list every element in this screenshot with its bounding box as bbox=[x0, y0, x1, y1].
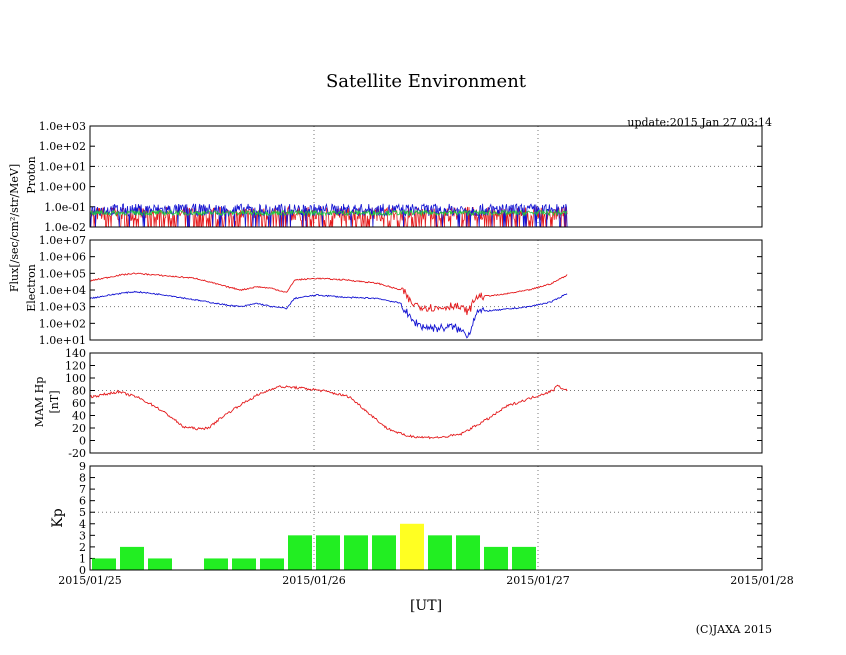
kp-tick-label: 0 bbox=[79, 564, 86, 577]
kp-bar bbox=[148, 558, 172, 570]
flux-y-label: Flux[/sec/cm²/str/MeV] bbox=[8, 164, 21, 292]
kp-tick-label: 3 bbox=[79, 529, 86, 542]
proton-tick-label: 1.0e-01 bbox=[44, 201, 86, 214]
kp-tick-label: 4 bbox=[79, 518, 86, 531]
electron-series-red bbox=[89, 272, 568, 316]
chart-title: Satellite Environment bbox=[326, 71, 527, 92]
mam_hp-tick-label: 40 bbox=[72, 410, 86, 423]
mam_hp-tick-label: 120 bbox=[65, 360, 86, 373]
kp-bar bbox=[288, 535, 312, 570]
kp-tick-label: 1 bbox=[79, 552, 86, 565]
update-timestamp: update:2015 Jan 27 03:14 bbox=[627, 116, 772, 129]
proton-frame bbox=[89, 125, 763, 228]
proton-y-label: Proton bbox=[25, 156, 38, 193]
x-tick-label: 2015/01/27 bbox=[506, 574, 569, 587]
mam_hp-tick-label: -20 bbox=[68, 447, 86, 460]
mam_hp-tick-label: 100 bbox=[65, 372, 86, 385]
mam_hp-tick-label: 140 bbox=[65, 347, 86, 360]
kp-frame bbox=[89, 465, 763, 571]
x-tick-label: 2015/01/25 bbox=[58, 574, 121, 587]
mamhp-unit-label: [nT] bbox=[48, 390, 61, 413]
proton-tick-label: 1.0e+00 bbox=[39, 181, 86, 194]
kp-bar bbox=[232, 558, 256, 570]
electron-tick-label: 1.0e+03 bbox=[39, 301, 86, 314]
kp-bar bbox=[344, 535, 368, 570]
x-tick-label: 2015/01/26 bbox=[282, 574, 345, 587]
electron-y-label: Electron bbox=[25, 264, 38, 312]
kp-bar bbox=[400, 523, 424, 570]
copyright-text: (C)JAXA 2015 bbox=[696, 623, 772, 636]
kp-bar bbox=[92, 558, 116, 570]
mam_hp-tick-label: 0 bbox=[79, 435, 86, 448]
kp-bar bbox=[484, 546, 508, 570]
electron-tick-label: 1.0e+04 bbox=[39, 284, 86, 297]
proton-tick-label: 1.0e+01 bbox=[39, 160, 86, 173]
kp-bar bbox=[428, 535, 452, 570]
electron-tick-label: 1.0e+06 bbox=[39, 251, 86, 264]
electron-tick-label: 1.0e+05 bbox=[39, 267, 86, 280]
proton-series-green bbox=[89, 208, 568, 217]
kp-bar bbox=[204, 558, 228, 570]
kp-tick-label: 8 bbox=[79, 472, 86, 485]
electron-tick-label: 1.0e+07 bbox=[39, 234, 86, 247]
proton-tick-label: 1.0e+02 bbox=[39, 140, 86, 153]
mamhp-series bbox=[89, 384, 568, 440]
mam_hp-tick-label: 80 bbox=[72, 385, 86, 398]
kp-bar bbox=[120, 546, 144, 570]
plot-panels: 1.0e+03 1.0e+02 1.0e+01 1.0e+00 1.0e-01 1.0e-… bbox=[39, 120, 794, 587]
kp-y-label: Kp bbox=[50, 508, 66, 527]
electron-series-blue bbox=[89, 290, 568, 339]
proton-tick-label: 1.0e-02 bbox=[44, 221, 86, 234]
kp-tick-label: 7 bbox=[79, 483, 86, 496]
kp-bar bbox=[372, 535, 396, 570]
x-tick-label: 2015/01/28 bbox=[730, 574, 793, 587]
x-axis-label: [UT] bbox=[410, 598, 442, 614]
kp-bar bbox=[260, 558, 284, 570]
electron-frame bbox=[89, 239, 763, 341]
mam_hp-tick-label: 20 bbox=[72, 422, 86, 435]
kp-tick-label: 2 bbox=[79, 541, 86, 554]
kp-bar bbox=[316, 535, 340, 570]
mamhp-y-label: MAM Hp bbox=[33, 377, 46, 428]
electron-tick-label: 1.0e+02 bbox=[39, 317, 86, 330]
kp-bar bbox=[512, 546, 536, 570]
kp-bar bbox=[456, 535, 480, 570]
kp-tick-label: 9 bbox=[79, 460, 86, 473]
mam_hp-frame bbox=[89, 352, 763, 454]
proton-series-red bbox=[89, 205, 568, 228]
mam_hp-tick-label: 60 bbox=[72, 397, 86, 410]
kp-tick-label: 5 bbox=[79, 506, 86, 519]
kp-tick-label: 6 bbox=[79, 495, 86, 508]
electron-tick-label: 1.0e+01 bbox=[39, 334, 86, 347]
proton-tick-label: 1.0e+03 bbox=[39, 120, 86, 133]
